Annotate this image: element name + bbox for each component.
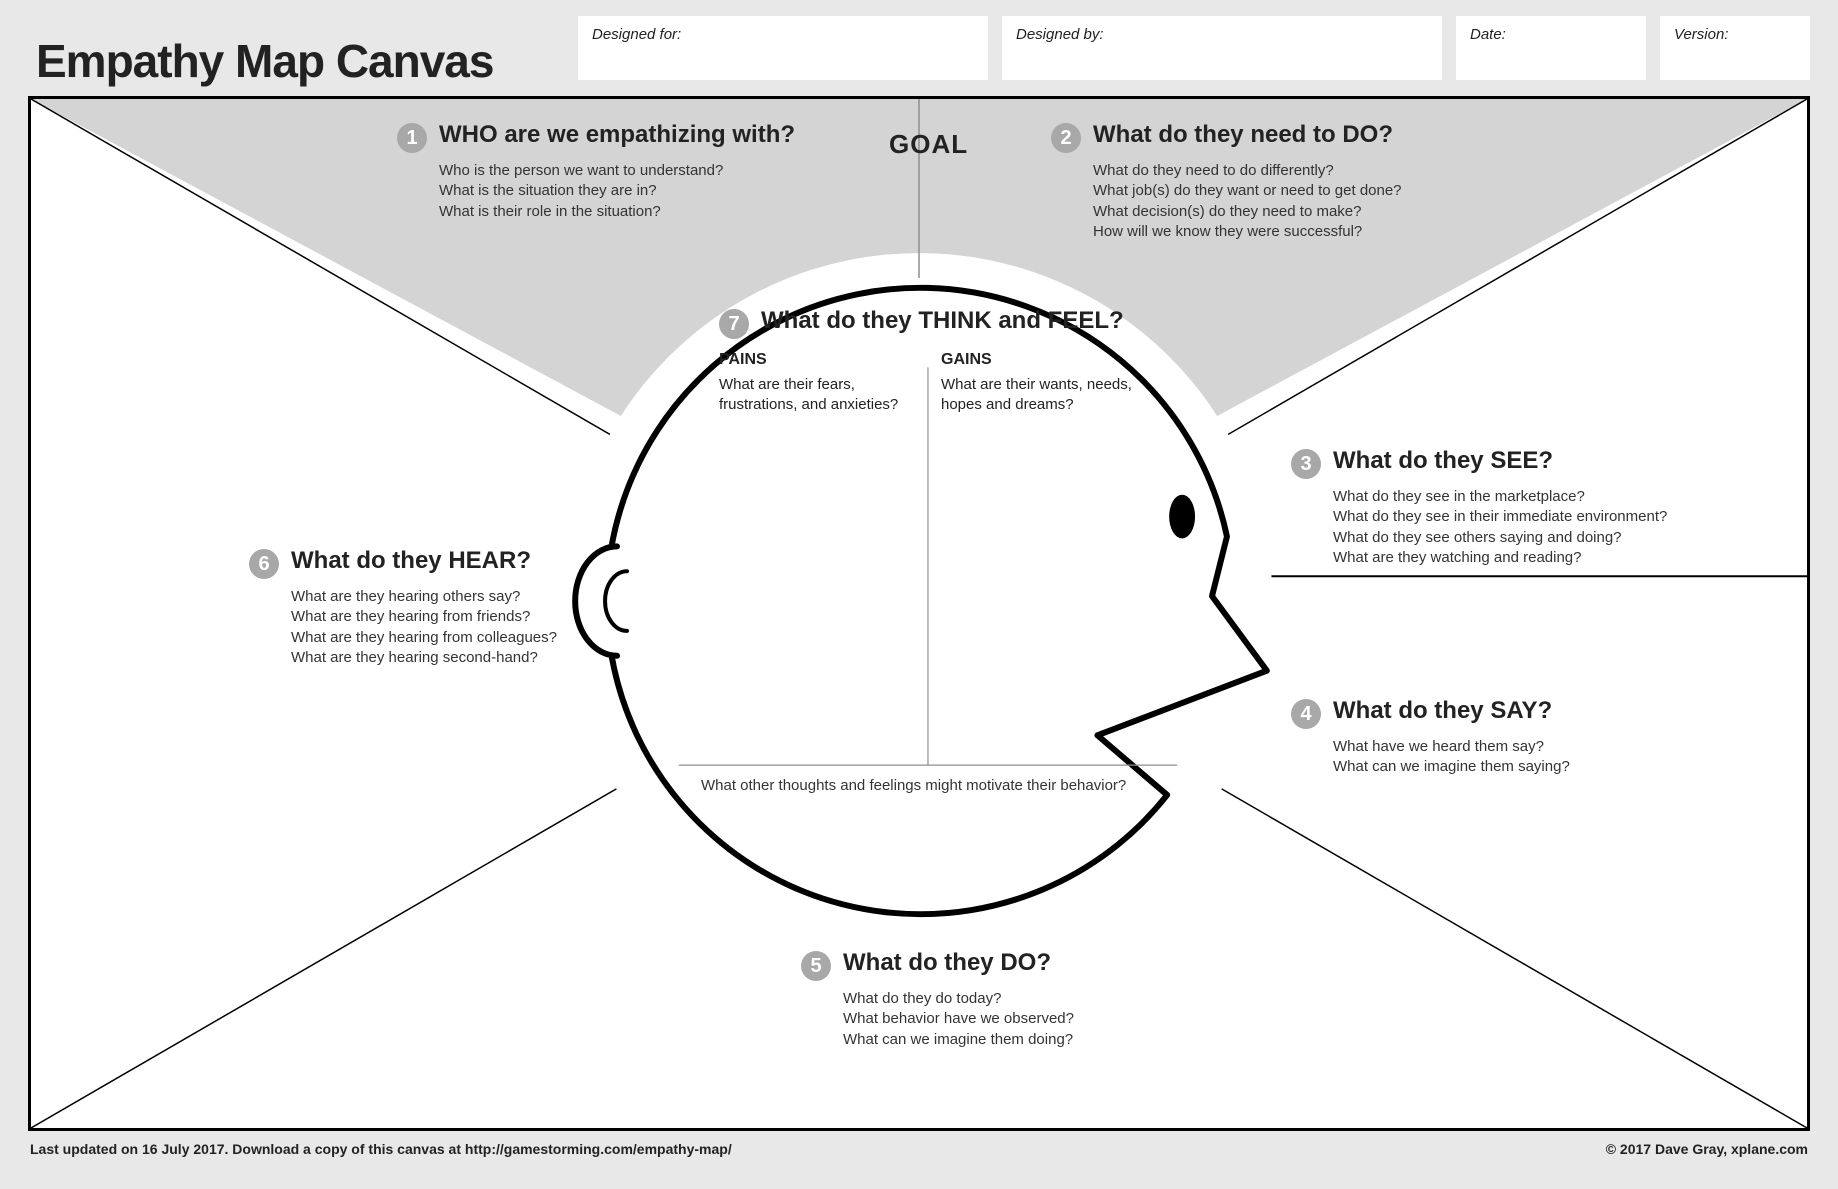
section-sublines: What do they see in the marketplace?What… bbox=[1333, 487, 1667, 568]
canvas-frame: GOAL 1 WHO are we empathizing with? Who … bbox=[28, 96, 1810, 1131]
header-fields: Designed for: Designed by: Date: Version… bbox=[578, 16, 1810, 80]
pains-title: PAINS bbox=[719, 349, 917, 371]
section-say: 4 What do they SAY? What have we heard t… bbox=[1291, 697, 1570, 778]
section-number-badge: 6 bbox=[249, 549, 279, 579]
section-do: 5 What do they DO? What do they do today… bbox=[801, 949, 1074, 1050]
section-title: What do they DO? bbox=[843, 949, 1051, 977]
field-label: Date: bbox=[1470, 26, 1632, 43]
footer-left: Last updated on 16 July 2017. Download a… bbox=[30, 1141, 732, 1157]
field-label: Version: bbox=[1674, 26, 1796, 43]
section-sublines: What do they need to do differently?What… bbox=[1093, 161, 1402, 242]
section-sublines: Who is the person we want to understand?… bbox=[439, 161, 795, 222]
section-title: What do they THINK and FEEL? bbox=[761, 307, 1124, 335]
section-think-feel: 7 What do they THINK and FEEL? PAINS Wha… bbox=[719, 307, 1139, 415]
section-number-badge: 1 bbox=[397, 123, 427, 153]
pains-text: What are their fears, frustrations, and … bbox=[719, 375, 917, 416]
section-sublines: What have we heard them say?What can we … bbox=[1333, 737, 1570, 778]
goal-label: GOAL bbox=[889, 129, 968, 160]
section-title: What do they HEAR? bbox=[291, 547, 531, 575]
pains-gains: PAINS What are their fears, frustrations… bbox=[719, 349, 1139, 415]
section-title: What do they need to DO? bbox=[1093, 121, 1393, 149]
section-number-badge: 3 bbox=[1291, 449, 1321, 479]
section-title: What do they SAY? bbox=[1333, 697, 1552, 725]
section-hear: 6 What do they HEAR? What are they heari… bbox=[249, 547, 557, 668]
gains-title: GAINS bbox=[941, 349, 1139, 371]
section-sublines: What do they do today?What behavior have… bbox=[843, 989, 1074, 1050]
field-designed-by[interactable]: Designed by: bbox=[1002, 16, 1442, 80]
section-do-need: 2 What do they need to DO? What do they … bbox=[1051, 121, 1402, 242]
pains-col: PAINS What are their fears, frustrations… bbox=[719, 349, 917, 415]
page: Empathy Map Canvas Designed for: Designe… bbox=[0, 0, 1838, 1189]
motivate-line: What other thoughts and feelings might m… bbox=[701, 777, 1126, 794]
section-who: 1 WHO are we empathizing with? Who is th… bbox=[397, 121, 795, 222]
section-sublines: What are they hearing others say?What ar… bbox=[291, 587, 557, 668]
section-title: What do they SEE? bbox=[1333, 447, 1553, 475]
section-number-badge: 7 bbox=[719, 309, 749, 339]
section-number-badge: 4 bbox=[1291, 699, 1321, 729]
gains-text: What are their wants, needs, hopes and d… bbox=[941, 375, 1139, 416]
section-number-badge: 5 bbox=[801, 951, 831, 981]
field-designed-for[interactable]: Designed for: bbox=[578, 16, 988, 80]
field-version[interactable]: Version: bbox=[1660, 16, 1810, 80]
field-date[interactable]: Date: bbox=[1456, 16, 1646, 80]
field-label: Designed by: bbox=[1016, 26, 1428, 43]
section-number-badge: 2 bbox=[1051, 123, 1081, 153]
canvas-title: Empathy Map Canvas bbox=[36, 34, 493, 88]
section-see: 3 What do they SEE? What do they see in … bbox=[1291, 447, 1667, 568]
section-title: WHO are we empathizing with? bbox=[439, 121, 795, 149]
gains-col: GAINS What are their wants, needs, hopes… bbox=[917, 349, 1139, 415]
footer-right: © 2017 Dave Gray, xplane.com bbox=[1606, 1141, 1808, 1157]
field-label: Designed for: bbox=[592, 26, 974, 43]
